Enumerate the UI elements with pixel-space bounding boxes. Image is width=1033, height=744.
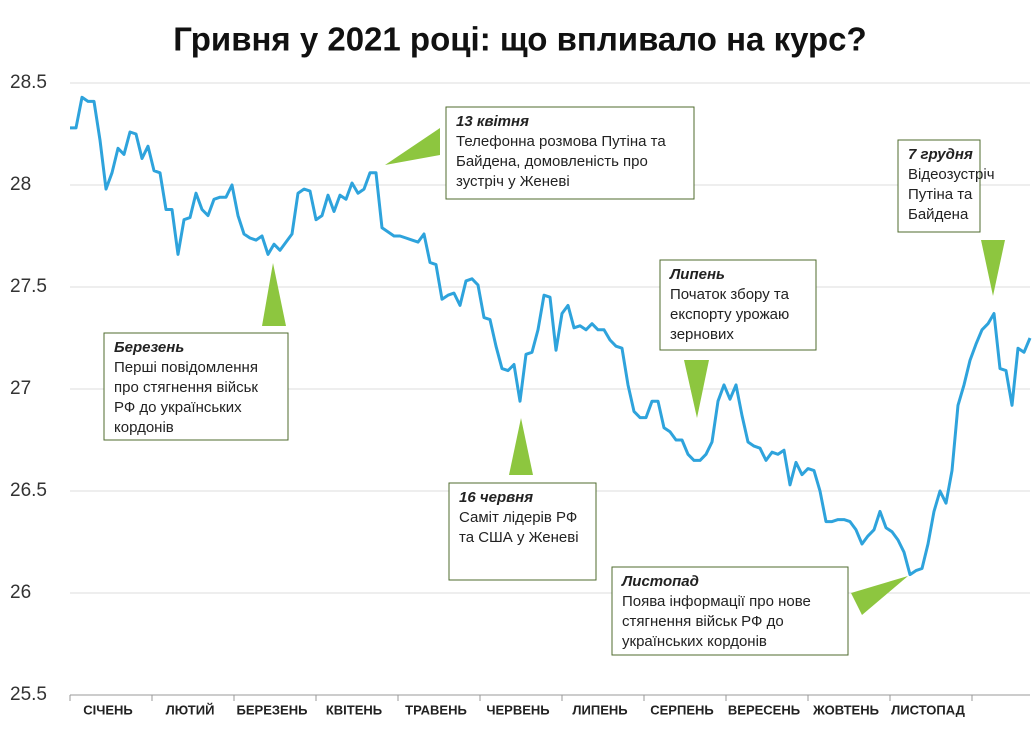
annotation: 7 грудня Відеозустріч Путіна та Байдена bbox=[897, 139, 995, 233]
line bbox=[70, 95, 1032, 577]
annotation: 13 квітня Телефонна розмова Путіна та Байд… bbox=[445, 106, 695, 200]
y-tick-label: 25.5 bbox=[10, 684, 47, 705]
annotation-title: 16 червня bbox=[459, 489, 533, 506]
x-tick-label: ЛЮТИЙ bbox=[166, 702, 215, 717]
x-tick-label: ЧЕРВЕНЬ bbox=[486, 702, 549, 717]
pointer bbox=[981, 240, 1005, 296]
annotation-text: про стягнення військ bbox=[114, 379, 258, 396]
x-tick-label: КВІТЕНЬ bbox=[326, 702, 382, 717]
x-tick-label: ЖОВТЕНЬ bbox=[812, 702, 879, 717]
annotation-title: 13 квітня bbox=[456, 113, 529, 130]
y-tick-label: 27 bbox=[10, 378, 31, 399]
annotation-text: кордонів bbox=[114, 419, 174, 436]
annotation-box bbox=[611, 566, 849, 656]
annotation-box bbox=[659, 259, 817, 351]
pointer bbox=[851, 576, 908, 615]
x-tick-label: СІЧЕНЬ bbox=[83, 702, 133, 717]
annotation-text: стягнення військ РФ до bbox=[622, 613, 784, 630]
x-tick-label: ТРАВЕНЬ bbox=[405, 702, 467, 717]
x-tick-label: ЛИСТОПАД bbox=[891, 702, 965, 717]
annotation-text: Путіна та bbox=[908, 186, 973, 203]
annotation-box bbox=[897, 139, 981, 233]
annotation-text: зустріч у Женеві bbox=[456, 173, 570, 190]
annotation-box bbox=[448, 482, 597, 581]
pointer bbox=[684, 360, 709, 418]
annotation: 16 червня Саміт лідерів РФ та США у Женеві bbox=[448, 482, 597, 581]
annotation-title: 7 грудня bbox=[908, 146, 973, 163]
annotation-text: та США у Женеві bbox=[459, 529, 579, 546]
annotation-title: Липень bbox=[669, 266, 725, 283]
annotation-text: зернових bbox=[670, 326, 734, 343]
annotation-text: Поява інформації про нове bbox=[622, 593, 811, 610]
chart-title: Гривня у 2021 році: що впливало на курс? bbox=[173, 21, 866, 58]
x-tick-label: БЕРЕЗЕНЬ bbox=[237, 702, 308, 717]
annotation-text: українських кордонів bbox=[622, 633, 767, 650]
pointers bbox=[262, 128, 1005, 615]
annotation-text: Початок збору та bbox=[670, 286, 790, 303]
annotation-text: РФ до українських bbox=[114, 399, 242, 416]
y-tick-label: 28.5 bbox=[10, 72, 47, 93]
annotation-title: Березень bbox=[114, 339, 184, 356]
x-tick-label: СЕРПЕНЬ bbox=[650, 702, 713, 717]
pointer bbox=[385, 128, 440, 165]
annotation-box bbox=[445, 106, 695, 200]
annotation-text: Саміт лідерів РФ bbox=[459, 509, 577, 526]
annotation: Березень Перші повідомлення про стягнення … bbox=[103, 332, 289, 441]
annotation: Липень Початок збору та експорту урожаю зер… bbox=[659, 259, 817, 351]
y-tick-label: 26 bbox=[10, 582, 31, 603]
y-tick-label: 26.5 bbox=[10, 480, 47, 501]
y-tick-label: 28 bbox=[10, 174, 31, 195]
annotation-text: Перші повідомлення bbox=[114, 359, 258, 376]
x-tick-label: ЛИПЕНЬ bbox=[572, 702, 627, 717]
annotation-text: Байдена bbox=[908, 206, 969, 223]
y-tick-label: 27.5 bbox=[10, 276, 47, 297]
pointer bbox=[509, 418, 533, 475]
annotation: Листопад Поява інформації про нове стягнен… bbox=[611, 566, 849, 656]
annotation-text: експорту урожаю bbox=[670, 306, 789, 323]
annotation-text: Телефонна розмова Путіна та bbox=[456, 133, 666, 150]
annotation-box bbox=[103, 332, 289, 441]
annotation-text: Байдена, домовленість про bbox=[456, 153, 648, 170]
annotation-text: Відеозустріч bbox=[908, 166, 995, 183]
annotation-title: Листопад bbox=[621, 573, 699, 590]
x-tick-label: ВЕРЕСЕНЬ bbox=[728, 702, 800, 717]
pointer bbox=[262, 263, 286, 326]
